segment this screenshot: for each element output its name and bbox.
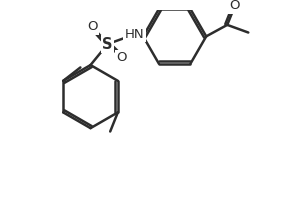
Text: O: O xyxy=(116,51,126,64)
Text: O: O xyxy=(87,20,98,33)
Text: S: S xyxy=(102,37,113,51)
Text: O: O xyxy=(230,0,240,12)
Text: HN: HN xyxy=(125,28,144,41)
